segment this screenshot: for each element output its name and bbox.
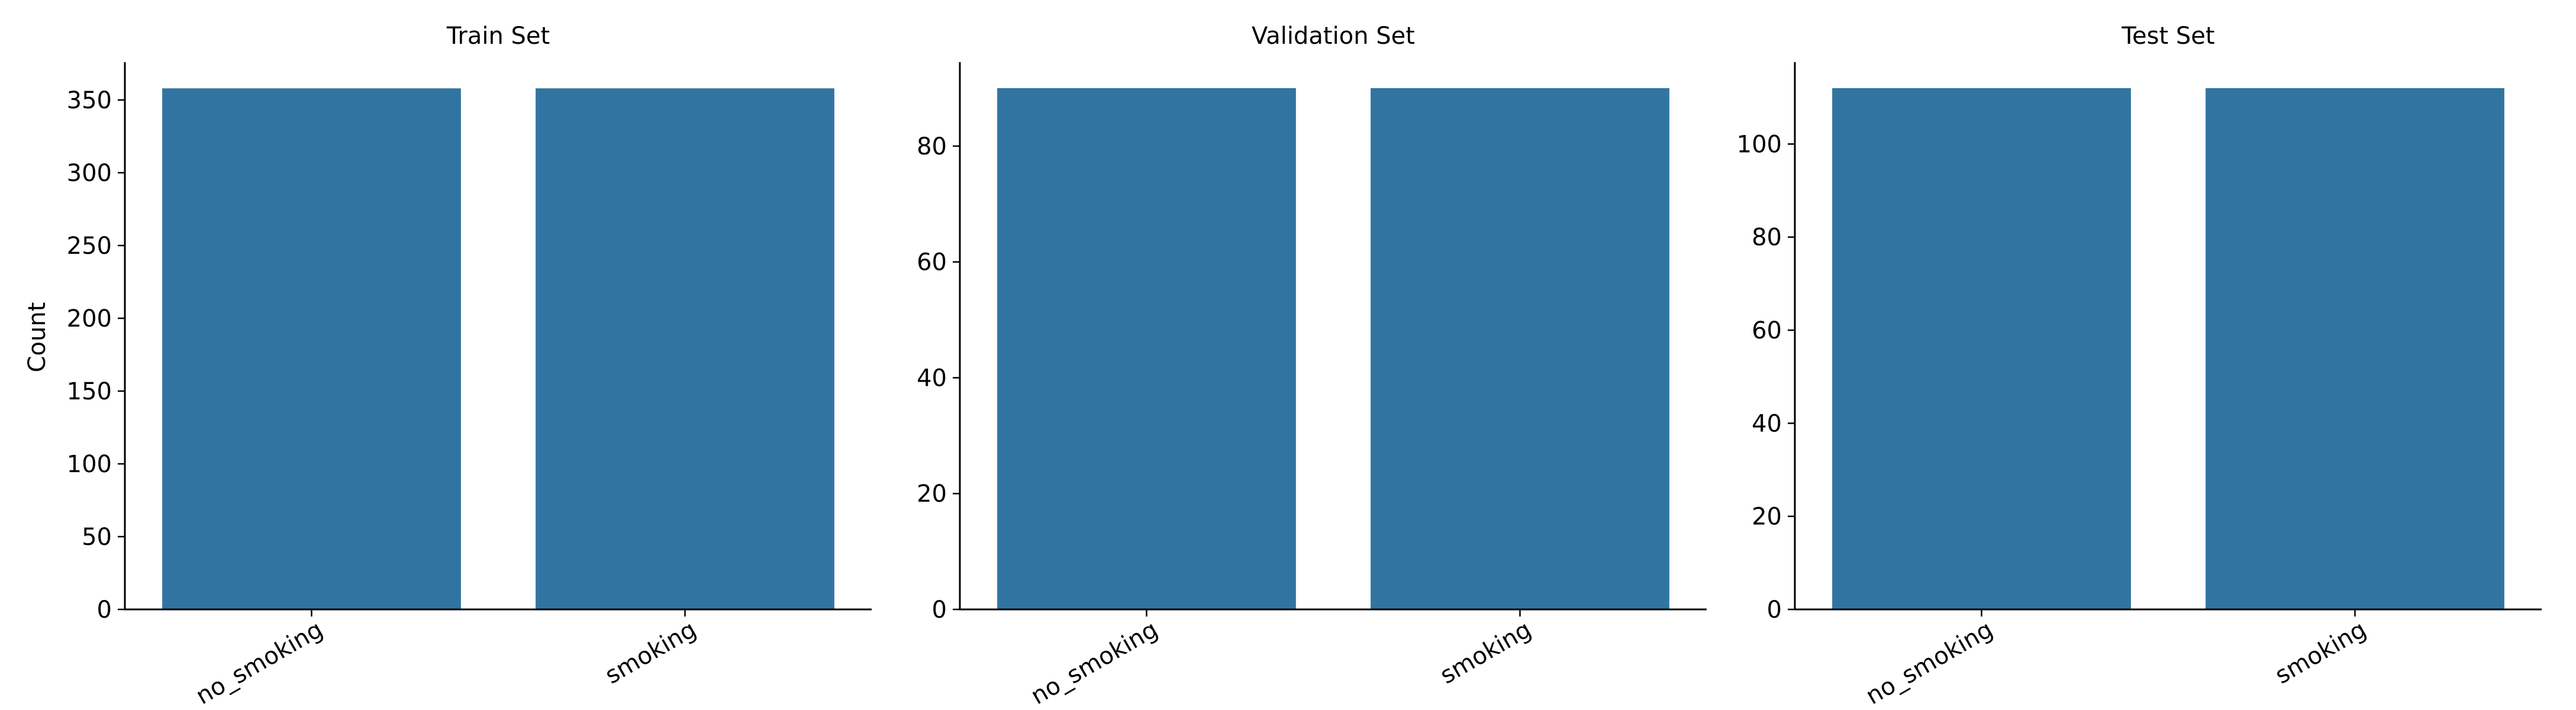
panel-title-test: Test Set [2121,22,2214,50]
y-tick-label-test: 20 [1752,504,1782,531]
y-tick-label-train: 0 [97,596,112,624]
y-tick-label-train: 300 [67,160,112,187]
bar-test-smoking [2206,88,2504,609]
y-tick-label-train: 100 [67,451,112,478]
bar-validation-no_smoking [997,88,1296,609]
y-tick-label-train: 350 [67,87,112,114]
y-tick-label-train: 50 [82,524,112,551]
panel-title-train: Train Set [446,22,550,50]
y-tick-label-train: 150 [67,378,112,405]
bar-train-smoking [536,88,834,610]
y-tick-label-validation: 60 [917,249,947,276]
panel-train: Train Set Count 050100150200250300350no_… [24,22,872,710]
y-tick-label-validation: 80 [917,133,947,160]
y-tick-label-train: 250 [67,233,112,260]
y-axis-label-train: Count [24,302,51,373]
y-tick-label-train: 200 [67,305,112,333]
bar-validation-smoking [1371,88,1669,609]
panel-title-validation: Validation Set [1252,22,1415,50]
y-tick-label-test: 100 [1737,131,1782,158]
y-tick-label-test: 60 [1752,317,1782,344]
y-tick-label-validation: 20 [917,480,947,508]
bar-test-no_smoking [1832,88,2131,609]
y-tick-label-test: 40 [1752,410,1782,437]
y-tick-label-test: 80 [1752,224,1782,251]
y-tick-label-validation: 0 [932,596,947,624]
y-tick-label-test: 0 [1767,596,1782,624]
y-tick-label-validation: 40 [917,364,947,392]
bar-train-no_smoking [162,88,461,610]
